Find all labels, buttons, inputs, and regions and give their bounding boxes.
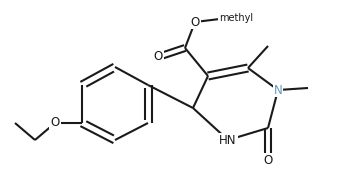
Text: O: O	[153, 50, 163, 64]
Text: N: N	[274, 84, 282, 97]
Text: HN: HN	[219, 133, 237, 146]
Text: O: O	[190, 15, 200, 29]
Text: O: O	[51, 116, 60, 129]
Text: O: O	[263, 153, 273, 167]
Text: methyl: methyl	[219, 13, 253, 23]
